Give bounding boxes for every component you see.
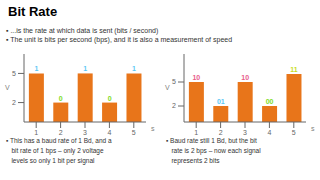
svg-text:5: 5 xyxy=(292,129,296,136)
svg-text:5: 5 xyxy=(12,70,16,77)
svg-text:5: 5 xyxy=(132,129,136,136)
svg-text:1: 1 xyxy=(34,65,38,72)
svg-text:2: 2 xyxy=(219,129,223,136)
html-text:▪ Baud rate still 1 Bd, but th: ▪ Baud rate still 1 Bd, but the bit rate… xyxy=(166,137,261,164)
svg-text:0: 0 xyxy=(59,95,63,102)
html-text:▪ ...is the rate at which data: ▪ ...is the rate at which data is sent (… xyxy=(6,27,159,34)
svg-text:00: 00 xyxy=(266,98,274,105)
html-text:Bit Rate: Bit Rate xyxy=(8,4,58,19)
svg-text:s: s xyxy=(311,125,312,132)
svg-text:4: 4 xyxy=(107,129,111,136)
svg-text:0: 0 xyxy=(108,95,112,102)
svg-text:1: 1 xyxy=(34,129,38,136)
svg-text:1: 1 xyxy=(132,65,136,72)
svg-text:s: s xyxy=(151,125,155,132)
svg-text:2: 2 xyxy=(59,129,63,136)
svg-text:V: V xyxy=(8,84,10,91)
svg-text:2: 2 xyxy=(12,99,16,106)
svg-text:1: 1 xyxy=(83,65,87,72)
svg-text:V: V xyxy=(165,84,170,91)
svg-text:4: 4 xyxy=(267,129,271,136)
svg-text:2: 2 xyxy=(172,102,176,109)
svg-text:01: 01 xyxy=(217,98,225,105)
html-text:▪ This has a baud rate of 1 Bd: ▪ This has a baud rate of 1 Bd, and a bi… xyxy=(6,137,112,164)
svg-text:10: 10 xyxy=(192,74,200,81)
svg-text:11: 11 xyxy=(290,66,298,73)
html-text:▪ The unit is bits per second: ▪ The unit is bits per second (bps), and… xyxy=(6,36,233,43)
svg-text:3: 3 xyxy=(243,129,247,136)
svg-text:5: 5 xyxy=(172,78,176,85)
svg-text:10: 10 xyxy=(241,74,249,81)
svg-text:3: 3 xyxy=(83,129,87,136)
svg-text:1: 1 xyxy=(194,129,198,136)
